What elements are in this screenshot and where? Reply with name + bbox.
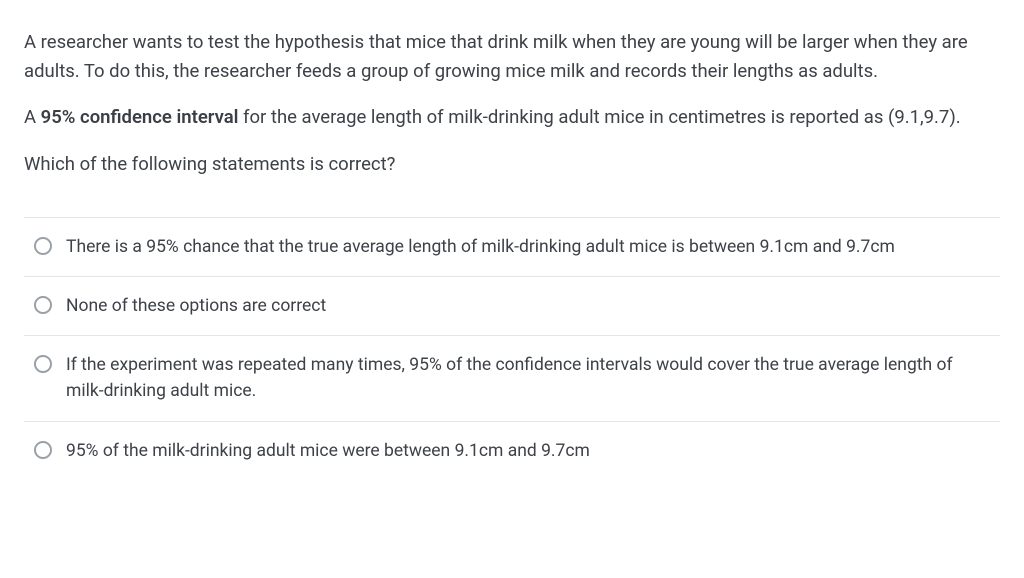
option-4-label: 95% of the milk-drinking adult mice were… [66, 438, 590, 464]
para2-pre: A [24, 106, 41, 128]
options-list: There is a 95% chance that the true aver… [24, 217, 1000, 474]
option-3-label: If the experiment was repeated many time… [66, 352, 990, 405]
option-2[interactable]: None of these options are correct [24, 277, 1000, 336]
radio-icon[interactable] [34, 441, 52, 459]
radio-icon[interactable] [34, 355, 52, 373]
option-1[interactable]: There is a 95% chance that the true aver… [24, 218, 1000, 277]
para2-post: for the average length of milk-drinking … [238, 106, 960, 128]
para2-bold: 95% confidence interval [41, 106, 239, 128]
question-paragraph-1: A researcher wants to test the hypothesi… [24, 28, 1000, 85]
question-paragraph-3: Which of the following statements is cor… [24, 150, 1000, 179]
radio-icon[interactable] [34, 296, 52, 314]
option-4[interactable]: 95% of the milk-drinking adult mice were… [24, 422, 1000, 474]
option-3[interactable]: If the experiment was repeated many time… [24, 336, 1000, 422]
option-1-label: There is a 95% chance that the true aver… [66, 234, 895, 260]
option-2-label: None of these options are correct [66, 293, 326, 319]
question-paragraph-2: A 95% confidence interval for the averag… [24, 103, 1000, 132]
question-stem: A researcher wants to test the hypothesi… [24, 28, 1000, 179]
radio-icon[interactable] [34, 237, 52, 255]
